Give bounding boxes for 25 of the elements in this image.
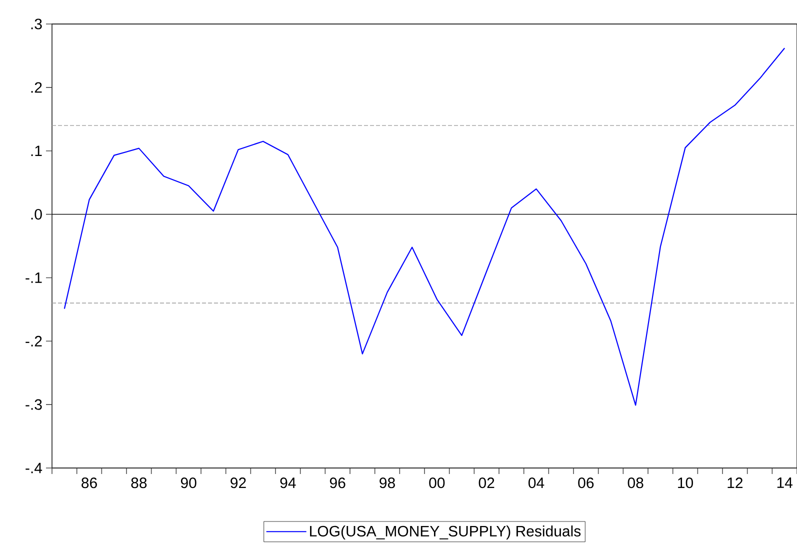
x-tick-label: 10 [678, 478, 693, 488]
x-tick-label: 02 [478, 478, 494, 488]
y-tick-label: -.1 [26, 272, 42, 283]
y-tick-label: .1 [31, 146, 42, 156]
y-tick-label: .3 [31, 18, 42, 30]
y-tick-label: -.4 [26, 462, 42, 474]
x-tick-label: 86 [82, 478, 97, 488]
x-tick-label: 14 [777, 478, 792, 488]
x-tick-label: 92 [230, 478, 246, 488]
x-tick-label: 04 [528, 478, 544, 488]
x-tick-label: 12 [728, 478, 743, 488]
x-tick-label: 06 [578, 478, 594, 488]
y-tick-label: .0 [31, 208, 42, 220]
x-tick-label: 98 [380, 478, 395, 488]
y-tick-label: -.3 [26, 399, 42, 410]
legend-label: LOG(USA_MONEY_SUPPLY) Residuals [310, 525, 581, 540]
y-tick-label: -.2 [26, 336, 42, 346]
x-tick-label: 08 [628, 478, 644, 488]
x-tick-label: 88 [131, 478, 147, 488]
x-tick-label: 90 [180, 478, 196, 488]
x-tick-label: 96 [330, 478, 346, 488]
x-tick-label: 94 [280, 478, 296, 488]
y-tick-label: .2 [31, 82, 42, 93]
x-tick-label: 00 [429, 478, 445, 488]
line-series [64, 48, 786, 406]
